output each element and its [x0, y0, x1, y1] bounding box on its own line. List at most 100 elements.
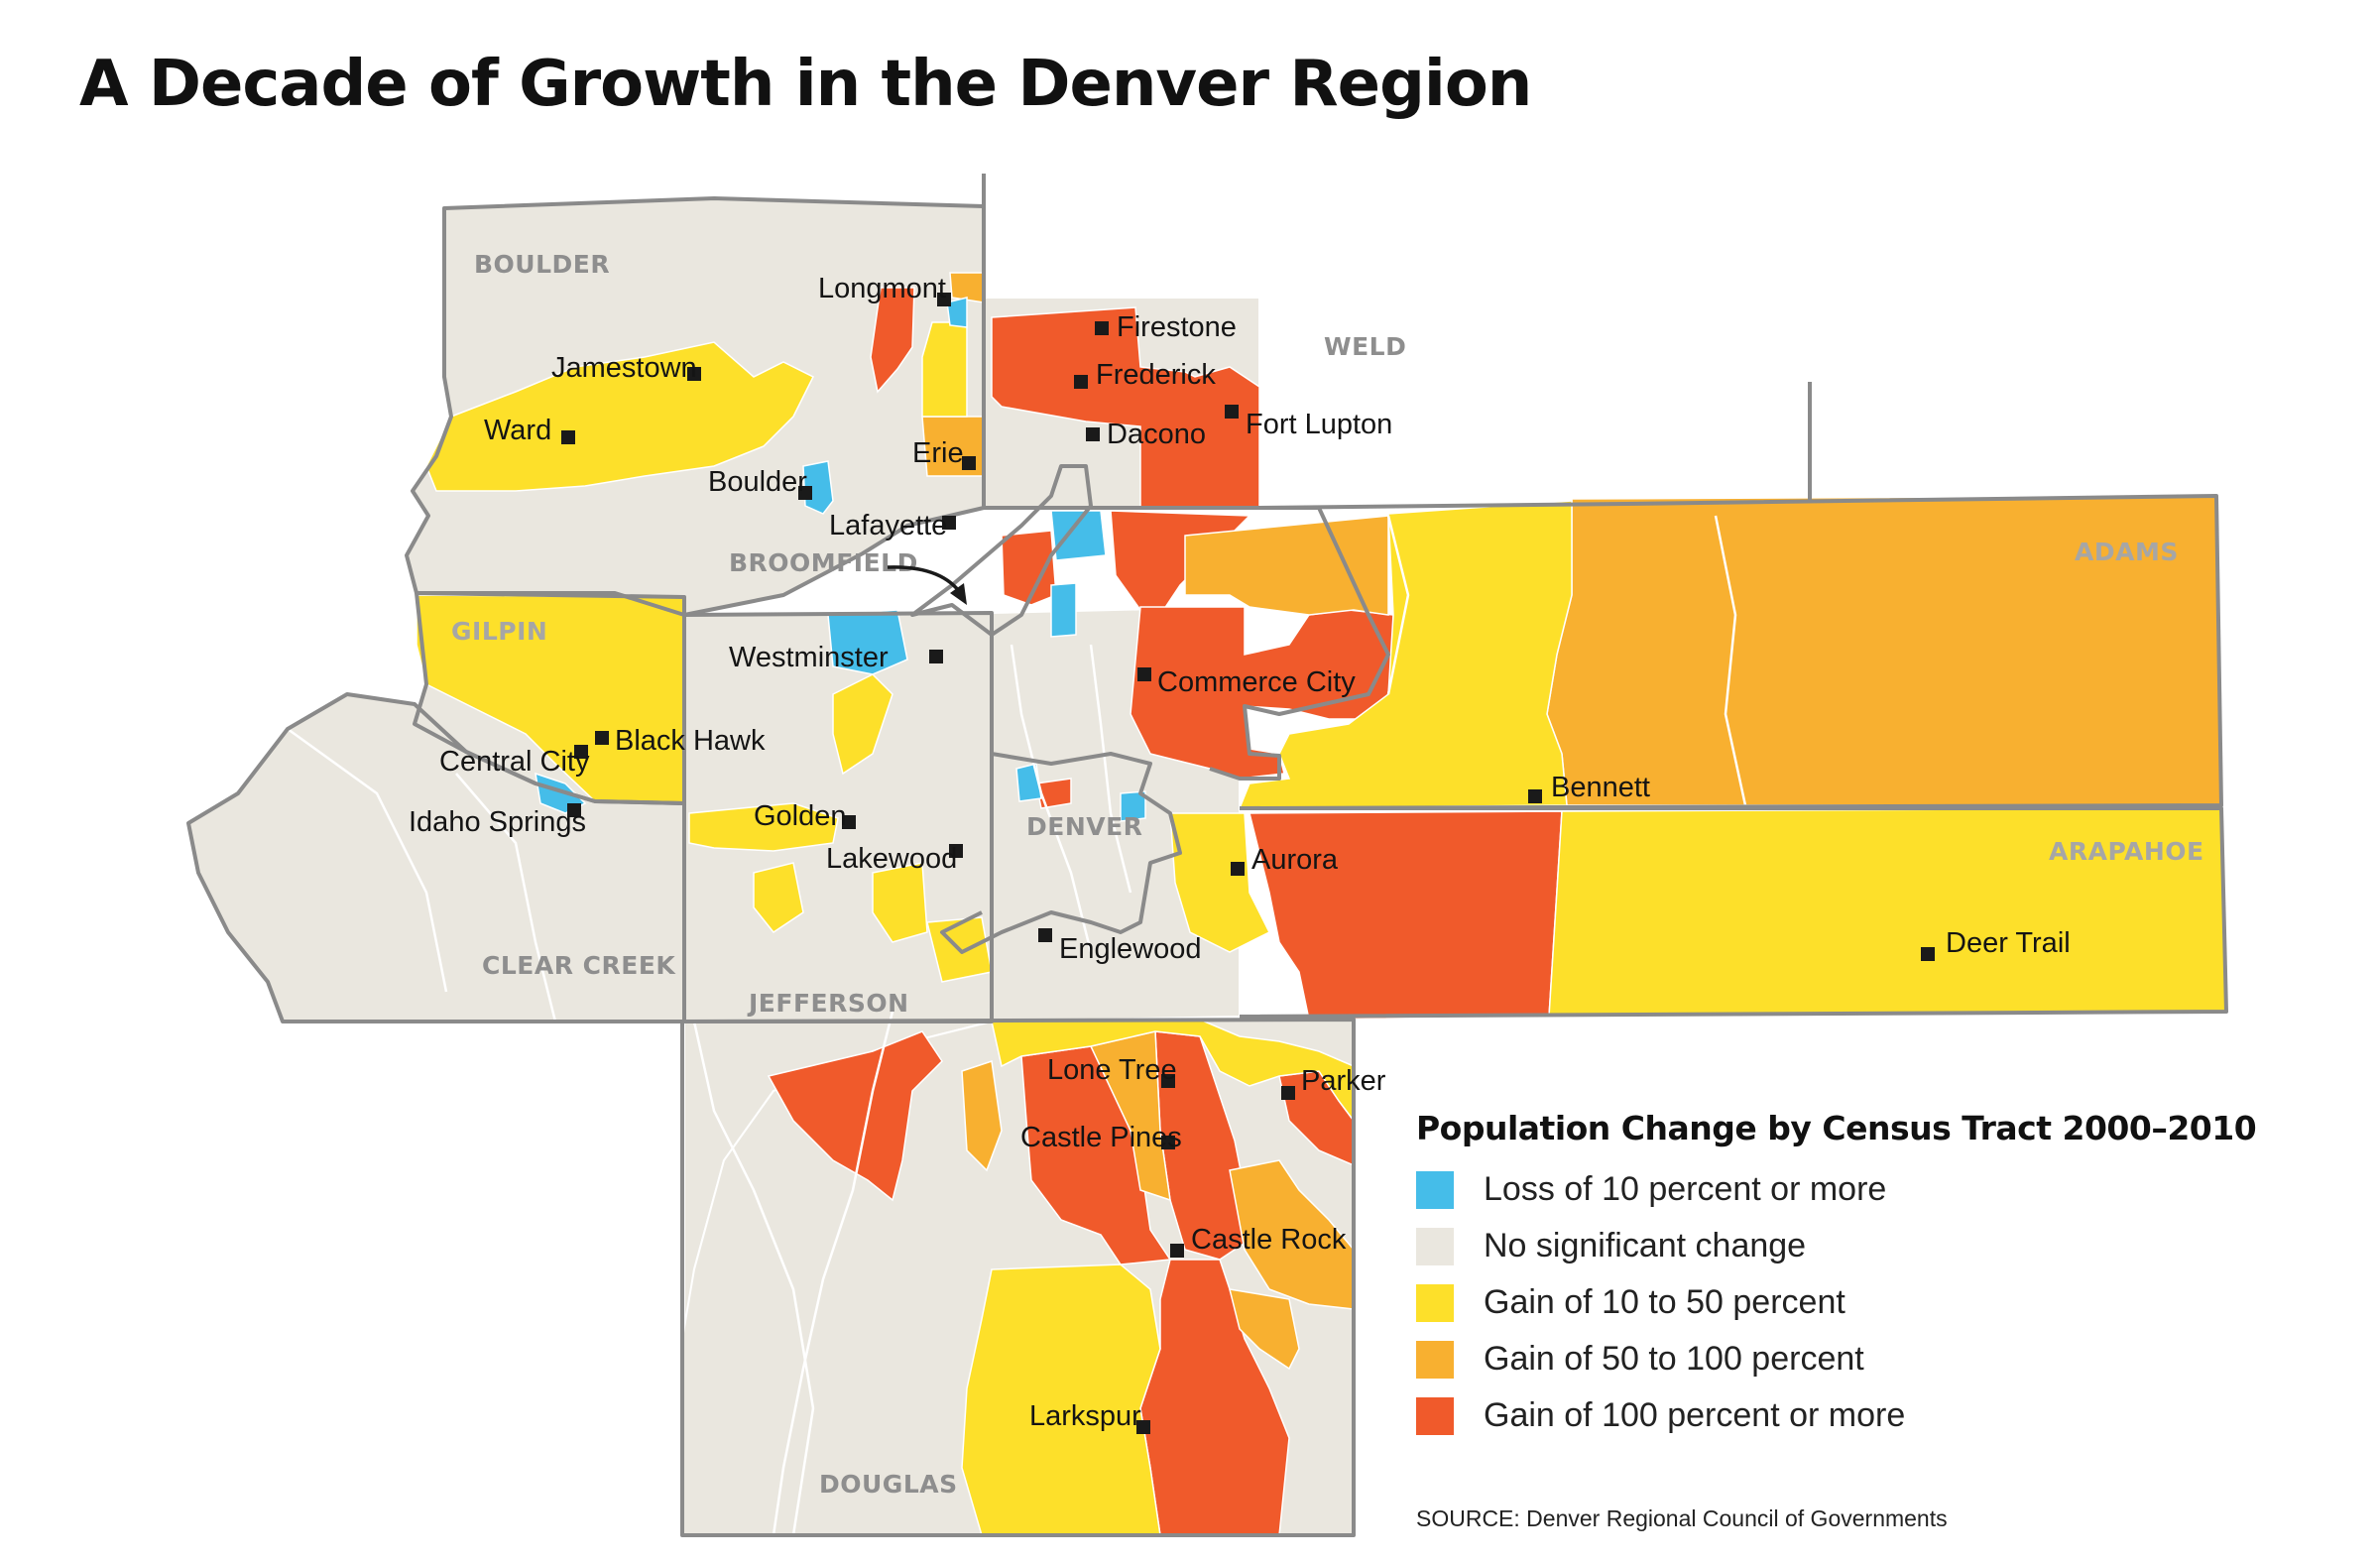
city-marker-aurora [1231, 862, 1245, 876]
city-label-firestone: Firestone [1117, 311, 1237, 343]
city-marker-bennett [1528, 789, 1542, 803]
city-marker-commerce-city [1137, 667, 1151, 681]
city-label-central-city: Central City [439, 746, 590, 778]
city-label-erie: Erie [912, 437, 964, 469]
city-label-aurora: Aurora [1251, 844, 1339, 876]
border-broomfield [1209, 506, 1390, 781]
tract-aurora-core [1169, 812, 1271, 953]
city-marker-firestone [1095, 321, 1109, 335]
county-labels: BOULDER WELD BROOMFIELD GILPIN ADAMS CLE… [451, 250, 2204, 1499]
city-marker-ward [561, 430, 575, 444]
city-marker-castle-rock [1170, 1244, 1184, 1258]
tracts-gain-low [416, 321, 2227, 1536]
tract-castle-rock-south-east [1228, 1288, 1300, 1371]
legend: Population Change by Census Tract 2000–2… [1416, 1109, 2257, 1444]
tract-adams-mid [1184, 515, 1389, 616]
city-marker-idaho-springs [567, 803, 581, 817]
legend-swatch-gain-mid [1416, 1340, 1454, 1379]
cities: Longmont Firestone Jamestown Frederick F… [409, 273, 2071, 1434]
city-marker-larkspur [1136, 1420, 1150, 1434]
legend-swatch-gain-low [1416, 1283, 1454, 1322]
city-marker-golden [842, 815, 856, 829]
county-label-denver: DENVER [1026, 812, 1142, 841]
city-marker-lafayette [942, 516, 956, 530]
city-marker-dacono [1086, 427, 1100, 441]
tract-longmont-east [870, 287, 915, 394]
source-note: SOURCE: Denver Regional Council of Gover… [1416, 1505, 1948, 1531]
county-label-weld: WELD [1324, 332, 1406, 361]
city-label-longmont: Longmont [818, 273, 946, 304]
city-label-larkspur: Larkspur [1029, 1400, 1141, 1432]
city-marker-frederick [1074, 375, 1088, 389]
city-label-lakewood: Lakewood [826, 843, 957, 875]
tract-douglas-mid-west [961, 1060, 1003, 1172]
city-label-boulder: Boulder [708, 466, 807, 498]
tract-denver-north-small [1001, 530, 1057, 606]
city-marker-boulder [798, 486, 812, 500]
tracts-gain-mid [921, 272, 2222, 1371]
city-marker-castle-pines [1161, 1136, 1175, 1149]
city-marker-fort-lupton [1225, 405, 1239, 419]
tract-jefferson-south [753, 862, 804, 934]
legend-label-no-change: No significant change [1484, 1227, 1807, 1264]
legend-item-no-change: No significant change [1416, 1218, 2256, 1274]
city-marker-deer-trail [1921, 947, 1935, 961]
legend-swatch-gain-high [1416, 1396, 1454, 1435]
legend-item-gain-low: Gain of 10 to 50 percent [1416, 1274, 2256, 1331]
county-label-jefferson: JEFFERSON [747, 989, 909, 1018]
tract-golden [688, 802, 839, 852]
city-label-black-hawk: Black Hawk [615, 725, 766, 757]
city-label-fort-lupton: Fort Lupton [1246, 409, 1392, 440]
legend-item-gain-mid: Gain of 50 to 100 percent [1416, 1331, 2256, 1387]
city-label-castle-rock: Castle Rock [1191, 1224, 1347, 1256]
roads [287, 515, 1747, 1536]
city-label-commerce-city: Commerce City [1157, 666, 1356, 698]
broomfield-arrow-head [950, 583, 967, 605]
legend-swatch-loss [1416, 1170, 1454, 1209]
border-arapahoe [1239, 806, 2228, 1019]
legend-label-gain-mid: Gain of 50 to 100 percent [1484, 1340, 1864, 1378]
city-label-jamestown: Jamestown [551, 352, 697, 384]
tract-lafayette [921, 321, 968, 418]
county-label-arapahoe: ARAPAHOE [2049, 837, 2204, 866]
county-label-broomfield: BROOMFIELD [729, 548, 918, 577]
tract-westminster-loss [827, 609, 908, 675]
city-marker-longmont [937, 293, 951, 306]
city-marker-westminster [929, 650, 943, 663]
tract-firestone-frederick [991, 306, 1260, 509]
tracts-gain-high [767, 287, 1563, 1536]
legend-label-gain-low: Gain of 10 to 50 percent [1484, 1283, 1845, 1321]
tract-larkspur [961, 1263, 1161, 1536]
city-marker-erie [962, 456, 976, 470]
legend-item-loss: Loss of 10 percent or more [1416, 1161, 2256, 1218]
city-label-frederick: Frederick [1096, 359, 1216, 391]
legend-swatch-no-change [1416, 1227, 1454, 1265]
tract-jefferson-southeast [872, 862, 928, 943]
tract-denver-loss-2 [1120, 790, 1146, 822]
city-marker-black-hawk [595, 731, 609, 745]
county-label-douglas: DOUGLAS [819, 1470, 958, 1499]
city-label-golden: Golden [754, 800, 847, 832]
county-label-adams: ADAMS [2075, 538, 2179, 566]
city-label-lone-tree: Lone Tree [1047, 1054, 1177, 1086]
city-marker-lakewood [949, 844, 963, 858]
tract-adams-yellow [1238, 500, 1573, 809]
legend-label-loss: Loss of 10 percent or more [1484, 1170, 1887, 1208]
city-label-lafayette: Lafayette [829, 510, 947, 541]
city-marker-central-city [574, 745, 588, 759]
city-label-castle-pines: Castle Pines [1020, 1122, 1182, 1153]
border-denver [910, 464, 1182, 954]
border-adams [984, 494, 2223, 810]
county-label-gilpin: GILPIN [451, 617, 547, 646]
tract-aurora-east [1249, 810, 1563, 1021]
city-marker-jamestown [687, 367, 701, 381]
county-borders [186, 174, 2228, 1537]
city-label-englewood: Englewood [1059, 933, 1202, 965]
legend-label-gain-high: Gain of 100 percent or more [1484, 1396, 1906, 1434]
tract-douglas-west [767, 1030, 943, 1202]
legend-items: Loss of 10 percent or more No significan… [1416, 1161, 2256, 1444]
map-title: A Decade of Growth in the Denver Region [79, 48, 1532, 121]
city-label-bennett: Bennett [1551, 772, 1650, 803]
tract-denver-loss-3 [1050, 582, 1077, 638]
